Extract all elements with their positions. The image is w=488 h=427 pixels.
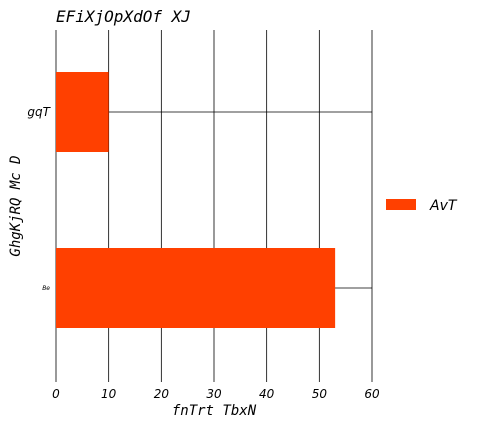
legend-label-avt: AvT <box>429 198 458 214</box>
x-tick-label: 60 <box>364 387 380 401</box>
x-tick-label: 50 <box>312 387 328 401</box>
x-tick-label: 30 <box>206 387 222 401</box>
x-tick-label: 10 <box>101 387 117 401</box>
category-label: Be <box>42 285 50 292</box>
chart-title: EFiXjOpXdOf XJ <box>56 7 191 26</box>
legend-swatch <box>386 199 416 210</box>
category-labels: gqT Be <box>27 105 51 292</box>
x-tick-label: 0 <box>52 387 60 401</box>
x-axis-label: fnTrt TbxN <box>172 403 257 419</box>
x-tick-labels: 0 10 20 30 40 50 60 <box>52 387 380 401</box>
y-axis-label: GhgKjRQ Mc D <box>8 155 24 256</box>
x-tick-label: 20 <box>154 387 170 401</box>
bar-0 <box>56 72 109 152</box>
bars <box>56 72 336 328</box>
x-tick-label: 40 <box>259 387 275 401</box>
category-label: gqT <box>27 105 51 119</box>
legend: AvT <box>386 198 458 214</box>
bar-1 <box>56 248 336 328</box>
